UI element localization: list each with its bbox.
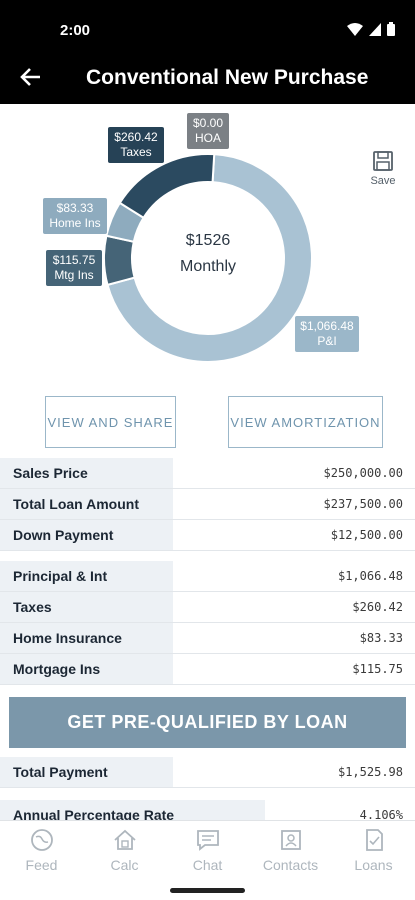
wifi-icon <box>347 22 363 36</box>
home-handle[interactable] <box>170 888 245 893</box>
save-icon <box>373 151 393 171</box>
row-value: $12,500.00 <box>330 528 403 542</box>
tab-contacts[interactable]: Contacts <box>249 821 332 880</box>
table-row: Taxes $260.42 <box>0 592 415 623</box>
row-value: $1,066.48 <box>337 569 403 583</box>
row-label: Total Payment <box>0 757 173 787</box>
table-row: Mortgage Ins $115.75 <box>0 654 415 685</box>
status-time: 2:00 <box>60 22 91 39</box>
back-arrow-icon[interactable] <box>18 64 44 90</box>
pi-slice <box>106 153 313 363</box>
save-label: Save <box>370 175 396 187</box>
table-row: Down Payment $12,500.00 <box>0 520 415 551</box>
pi-tag-value: $1,066.48 <box>300 319 354 333</box>
row-label: Down Payment <box>0 520 173 550</box>
pi-tag: $1,066.48 P&I <box>295 316 359 352</box>
app-bar: Conventional New Purchase <box>0 56 415 104</box>
pi-tag-name: P&I <box>317 334 337 348</box>
chart-center-value: $1526 <box>185 232 231 249</box>
table-row: Sales Price $250,000.00 <box>0 458 415 489</box>
row-value: $250,000.00 <box>323 466 403 480</box>
bottom-tab-bar: Feed Calc Chat Contacts Loans <box>0 820 415 880</box>
loans-icon <box>365 829 383 851</box>
tab-label: Calc <box>110 857 139 873</box>
totals-table: Total Payment $1,525.98 Annual Percentage… <box>0 757 415 831</box>
row-value: $1,525.98 <box>337 765 403 779</box>
get-pre-qualified-button[interactable]: GET PRE-QUALIFIED BY LOAN <box>9 697 406 748</box>
status-bar: 2:00 <box>0 0 415 56</box>
tab-label: Feed <box>25 857 58 873</box>
tab-chat[interactable]: Chat <box>166 821 249 880</box>
mtg-ins-tag: $115.75 Mtg Ins <box>46 250 102 286</box>
home-ins-tag: $83.33 Home Ins <box>43 198 107 234</box>
row-value: $115.75 <box>352 662 403 676</box>
table-row: Principal & Int $1,066.48 <box>0 561 415 592</box>
home-ins-tag-name: Home Ins <box>49 216 101 230</box>
chart-center-label: Monthly <box>179 258 237 275</box>
mtg-ins-slice <box>103 234 136 287</box>
loan-summary-table: Sales Price $250,000.00 Total Loan Amount… <box>0 458 415 551</box>
row-value: $260.42 <box>352 600 403 614</box>
taxes-tag-value: $260.42 <box>114 130 158 144</box>
taxes-slice <box>118 153 216 220</box>
chat-icon <box>196 830 219 851</box>
tab-label: Chat <box>192 857 223 873</box>
system-nav-bar <box>0 880 415 900</box>
signal-icon <box>369 22 381 36</box>
taxes-tag-name: Taxes <box>120 145 152 159</box>
row-label: Principal & Int <box>0 561 173 591</box>
tab-label: Loans <box>354 857 393 873</box>
tab-loans[interactable]: Loans <box>332 821 415 880</box>
tab-feed[interactable]: Feed <box>0 821 83 880</box>
table-row: Total Loan Amount $237,500.00 <box>0 489 415 520</box>
table-row: Home Insurance $83.33 <box>0 623 415 654</box>
save-button[interactable]: Save <box>364 150 402 187</box>
contacts-icon <box>280 830 301 850</box>
row-label: Mortgage Ins <box>0 654 173 684</box>
hoa-tag: $0.00 HOA <box>187 113 229 149</box>
tab-calc[interactable]: Calc <box>83 821 166 880</box>
feed-icon <box>30 829 53 851</box>
row-label: Sales Price <box>0 458 173 488</box>
hoa-tag-name: HOA <box>194 131 221 145</box>
table-row: Total Payment $1,525.98 <box>0 757 415 788</box>
hoa-tag-value: $0.00 <box>192 116 224 130</box>
view-and-share-button[interactable]: VIEW AND SHARE <box>45 396 176 448</box>
row-label: Total Loan Amount <box>0 489 173 519</box>
home-ins-tag-value: $83.33 <box>56 201 94 215</box>
page-title: Conventional New Purchase <box>86 66 369 89</box>
taxes-tag: $260.42 Taxes <box>108 127 164 163</box>
tab-label: Contacts <box>262 857 319 873</box>
row-label: Home Insurance <box>0 623 173 653</box>
battery-icon <box>387 22 395 36</box>
mtg-ins-tag-name: Mtg Ins <box>54 268 94 282</box>
status-icons <box>347 22 395 36</box>
calc-icon <box>113 829 136 850</box>
mtg-ins-tag-value: $115.75 <box>52 253 96 267</box>
payment-donut-chart <box>103 153 313 363</box>
row-value: $83.33 <box>359 631 403 645</box>
row-value: 4.106% <box>359 808 403 822</box>
payment-breakdown-table: Principal & Int $1,066.48 Taxes $260.42 Ho… <box>0 561 415 685</box>
row-value: $237,500.00 <box>323 497 403 511</box>
view-amortization-button[interactable]: VIEW AMORTIZATION <box>228 396 383 448</box>
row-label: Taxes <box>0 592 173 622</box>
